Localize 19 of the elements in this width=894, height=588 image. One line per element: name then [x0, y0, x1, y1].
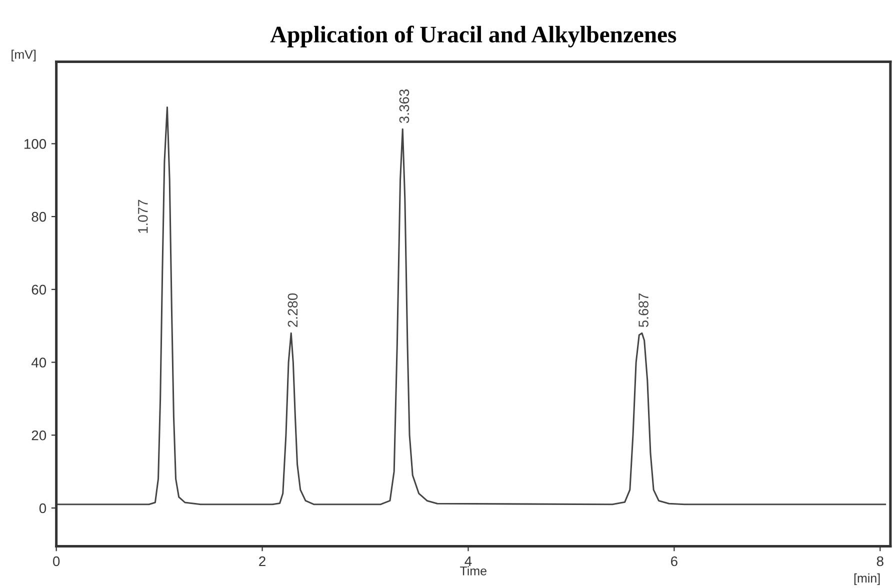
- y-tick-label: 60: [32, 284, 46, 295]
- x-tick-label: 0: [53, 556, 60, 566]
- annotation: 2.280: [288, 293, 298, 327]
- y-tick-label: 0: [39, 503, 46, 514]
- text: [min]: [854, 573, 880, 586]
- x-tick-label: 2: [259, 556, 266, 566]
- x-tick-label: 4: [464, 556, 472, 566]
- x-tick-label: 6: [671, 556, 678, 566]
- y-tick-label: 100: [24, 139, 46, 149]
- y-tick-label: 20: [32, 430, 46, 440]
- y-tick-label: 80: [32, 212, 46, 222]
- chart-title: Application of Uracil and Alkylbenzenes: [270, 26, 676, 48]
- y-axis-title: [mV]: [12, 50, 36, 62]
- x-axis-title: Time: [460, 566, 486, 576]
- annotation: 3.363: [399, 89, 410, 124]
- annotation: 1.077: [138, 200, 148, 233]
- x-tick-label: 8: [876, 556, 884, 566]
- annotation: 5.687: [638, 294, 648, 328]
- y-tick-label: 40: [31, 358, 46, 368]
